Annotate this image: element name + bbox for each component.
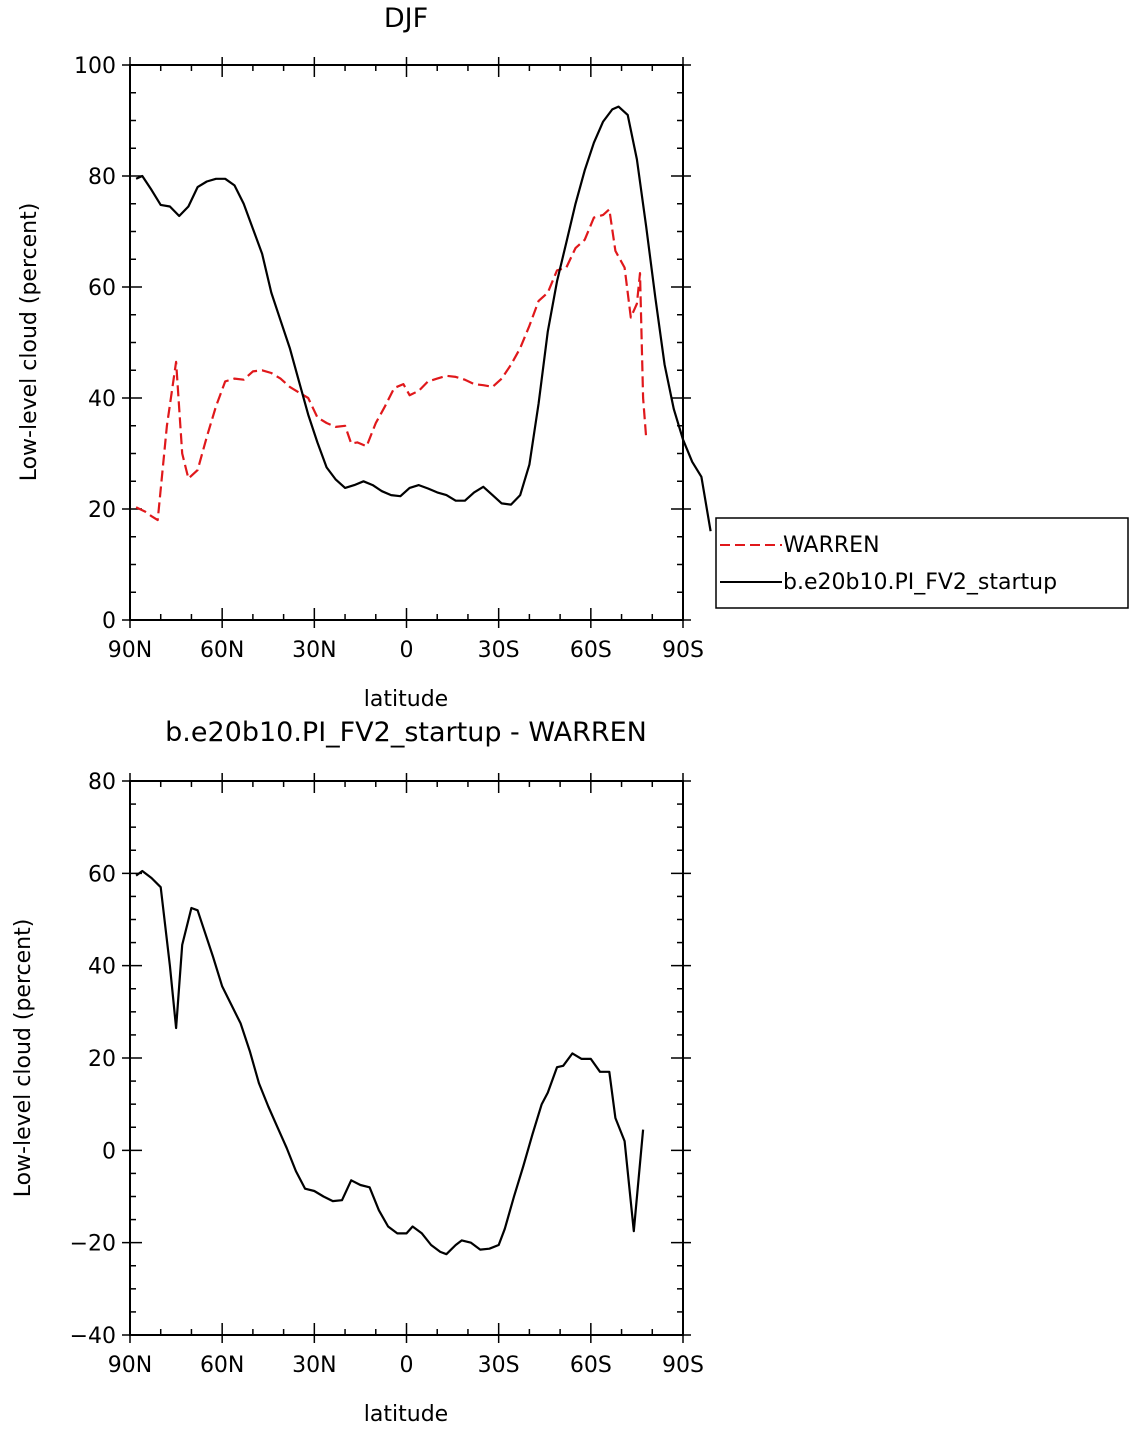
bottom-y-tick-label: 40	[88, 955, 116, 980]
top-x-tick-label: 90S	[662, 638, 704, 663]
top-y-axis-label: Low-level cloud (percent)	[17, 203, 42, 482]
bottom-series-line-0	[135, 869, 645, 1256]
bottom-x-tick-label: 30S	[478, 1353, 520, 1378]
legend-label-warren: WARREN	[783, 533, 880, 558]
top-axis-ticks	[122, 57, 691, 628]
bottom-plot-series	[135, 869, 645, 1256]
bottom-tick-labels: 90N 60N 30N 0 30S 60S 90S −40 −20 0 20 40 60 80	[70, 770, 704, 1378]
top-x-tick-label: 0	[400, 638, 414, 663]
bottom-axis-ticks	[122, 773, 691, 1343]
top-chart-title: DJF	[384, 3, 428, 34]
top-plot-series	[135, 105, 712, 532]
legend-box	[715, 517, 1129, 609]
top-series-line-0	[135, 208, 648, 522]
top-x-tick-label: 30N	[292, 638, 336, 663]
bottom-x-tick-label: 30N	[292, 1353, 336, 1378]
bottom-y-tick-label: 80	[88, 770, 116, 795]
bottom-chart-title: b.e20b10.PI_FV2_startup - WARREN	[165, 717, 647, 748]
top-y-tick-label: 80	[88, 165, 116, 190]
bottom-panel: b.e20b10.PI_FV2_startup - WARREN 90N 60N 3…	[11, 717, 704, 1427]
top-x-tick-label: 30S	[478, 638, 520, 663]
top-y-tick-label: 60	[88, 276, 116, 301]
bottom-x-tick-label: 90N	[108, 1353, 152, 1378]
top-x-tick-label: 90N	[108, 638, 152, 663]
legend: WARREN b.e20b10.PI_FV2_startup	[715, 517, 1129, 609]
bottom-x-axis-label: latitude	[364, 1402, 448, 1427]
bottom-y-tick-label: −20	[70, 1232, 116, 1257]
top-y-tick-label: 0	[102, 609, 116, 634]
legend-label-model: b.e20b10.PI_FV2_startup	[783, 570, 1057, 595]
bottom-plot-frame	[129, 780, 684, 1336]
top-y-tick-label: 100	[74, 54, 116, 79]
bottom-y-tick-label: −40	[70, 1324, 116, 1349]
bottom-x-tick-label: 60S	[570, 1353, 612, 1378]
bottom-x-tick-label: 60N	[200, 1353, 244, 1378]
top-series-line-1	[135, 105, 712, 532]
bottom-y-tick-label: 0	[102, 1139, 116, 1164]
bottom-x-tick-label: 0	[400, 1353, 414, 1378]
bottom-x-tick-label: 90S	[662, 1353, 704, 1378]
top-x-tick-label: 60N	[200, 638, 244, 663]
bottom-y-axis-label: Low-level cloud (percent)	[11, 919, 36, 1198]
top-y-tick-label: 20	[88, 498, 116, 523]
top-tick-labels: 90N 60N 30N 0 30S 60S 90S 0 20 40 60 80 100	[74, 54, 704, 663]
top-panel: DJF 90N 60N 30N 0 30S 60S 90S 0 20 40 60 80 100 lati…	[17, 3, 1129, 712]
top-x-tick-label: 60S	[570, 638, 612, 663]
bottom-y-tick-label: 20	[88, 1047, 116, 1072]
top-x-axis-label: latitude	[364, 687, 448, 712]
top-plot-frame	[129, 64, 684, 621]
top-y-tick-label: 40	[88, 387, 116, 412]
bottom-y-tick-label: 60	[88, 862, 116, 887]
